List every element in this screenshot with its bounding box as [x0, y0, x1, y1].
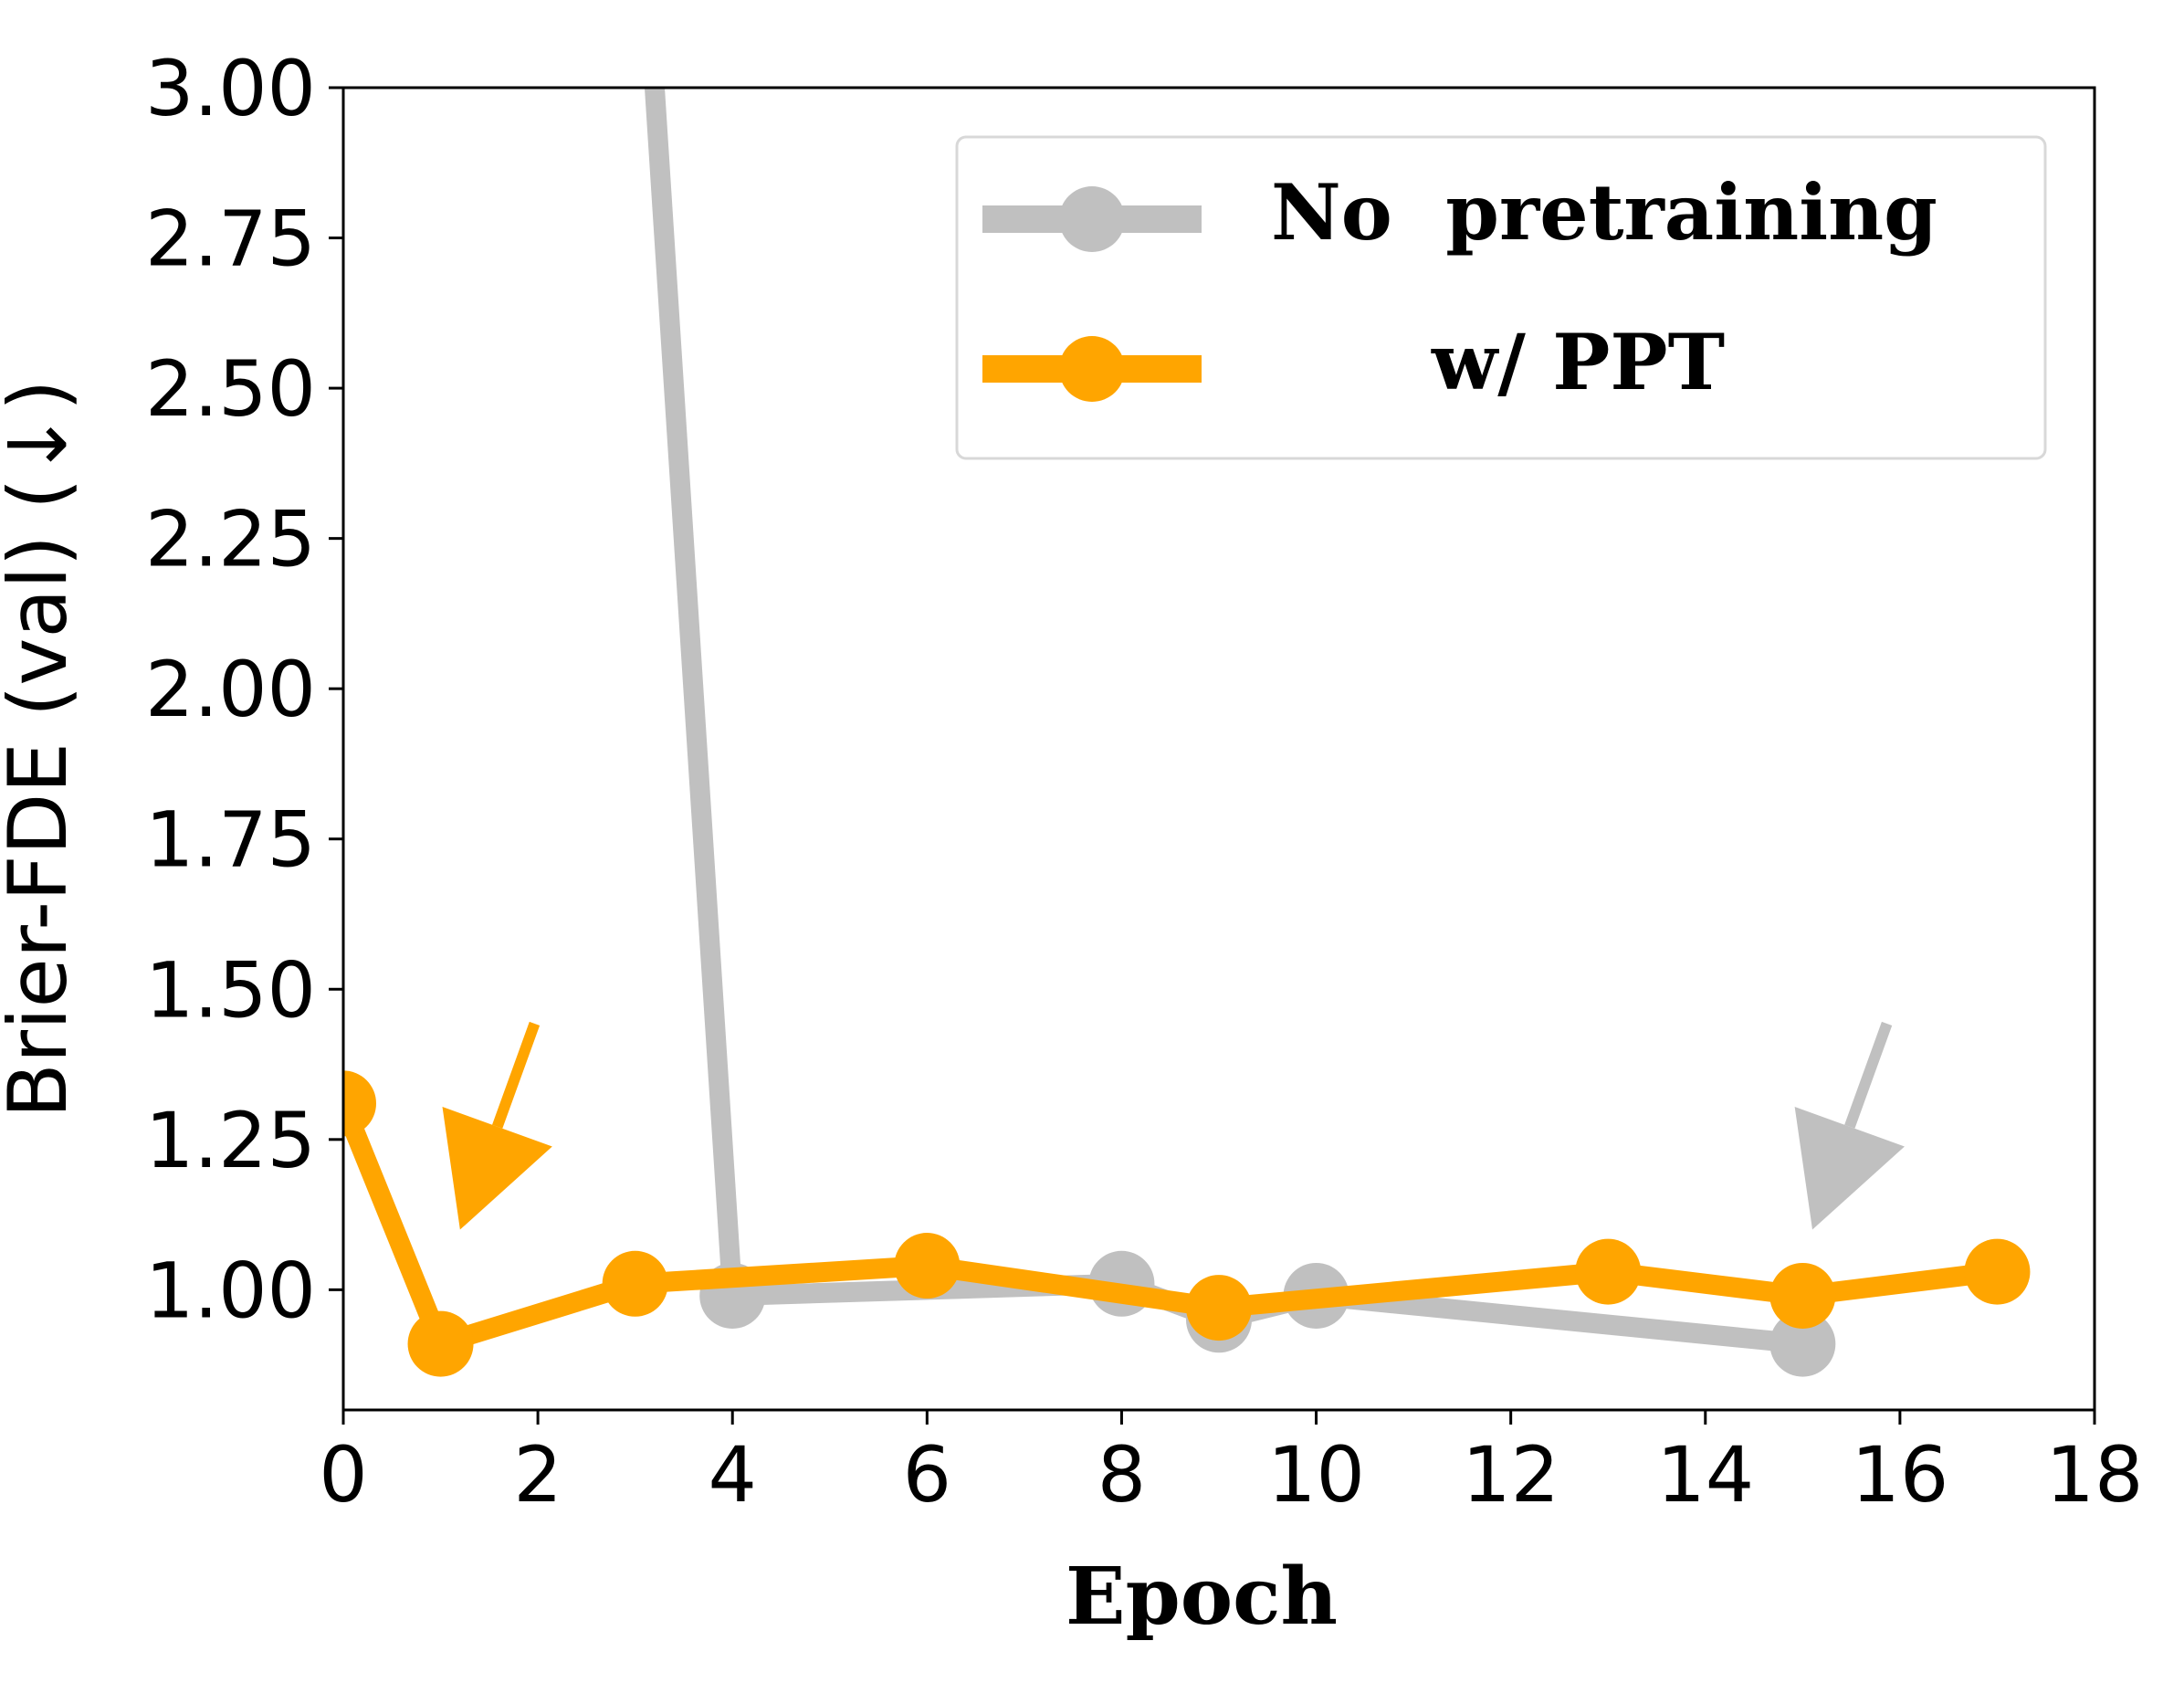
x-tick-label: 4	[708, 1430, 756, 1520]
data-point-no-pretraining	[1769, 1310, 1836, 1377]
x-tick-label: 2	[513, 1430, 562, 1520]
data-point-ppt	[407, 1310, 474, 1377]
x-axis-title: Epoch	[1066, 1551, 1338, 1643]
y-tick-label: 2.50	[145, 344, 316, 434]
data-point-ppt	[1575, 1238, 1642, 1305]
x-tick-label: 0	[319, 1430, 367, 1520]
arrow-no-pretraining-shaft	[1844, 1021, 1893, 1129]
series-layer	[343, 88, 2031, 1377]
legend-marker-ppt	[1059, 336, 1125, 402]
x-tick-label: 8	[1097, 1430, 1146, 1520]
plot-frame	[341, 86, 2096, 1412]
arrow-ppt-head	[442, 1106, 552, 1230]
y-tick-label: 2.00	[145, 645, 316, 734]
x-axis: 0 2 4 6 8 10 12 14 16 18	[319, 1410, 2143, 1520]
arrow-no-pretraining-head	[1794, 1106, 1905, 1230]
annotation-layer	[442, 1021, 1905, 1230]
legend-label-no-pretraining: No pretraining	[1271, 167, 1937, 258]
data-point-ppt	[343, 1070, 376, 1137]
y-tick-label: 1.50	[145, 945, 316, 1035]
y-tick-label: 1.00	[145, 1246, 316, 1335]
x-tick-label: 14	[1656, 1430, 1754, 1520]
data-point-ppt	[1964, 1238, 2031, 1305]
y-tick-label: 1.25	[145, 1096, 316, 1185]
legend-label-ppt: w/ PPT	[1431, 317, 1725, 407]
arrow-ppt-shaft	[492, 1021, 541, 1129]
legend-box	[955, 135, 2047, 460]
y-axis-title: Brier-FDE (val) (↓)	[0, 380, 85, 1119]
x-tick-label: 18	[2046, 1430, 2144, 1520]
x-tick-label: 16	[1851, 1430, 1948, 1520]
x-tick-label: 10	[1267, 1430, 1365, 1520]
x-tick-label: 6	[903, 1430, 951, 1520]
x-tick-label: 12	[1462, 1430, 1559, 1520]
y-tick-label: 3.00	[145, 44, 316, 133]
y-axis: 1.00 1.25 1.50 1.75 2.00 2.25 2.50 2.75 3.00	[145, 44, 343, 1335]
data-point-ppt	[602, 1250, 668, 1317]
y-tick-label: 2.25	[145, 495, 316, 584]
data-point-ppt	[1186, 1275, 1252, 1341]
y-tick-label: 1.75	[145, 795, 316, 885]
data-point-ppt	[1769, 1262, 1836, 1329]
legend: No pretraining w/ PPT	[955, 135, 2047, 460]
legend-marker-no-pretraining	[1059, 186, 1125, 252]
series-line-ppt	[343, 1099, 1999, 1354]
y-tick-label: 2.75	[145, 195, 316, 284]
data-point-ppt	[894, 1233, 961, 1299]
